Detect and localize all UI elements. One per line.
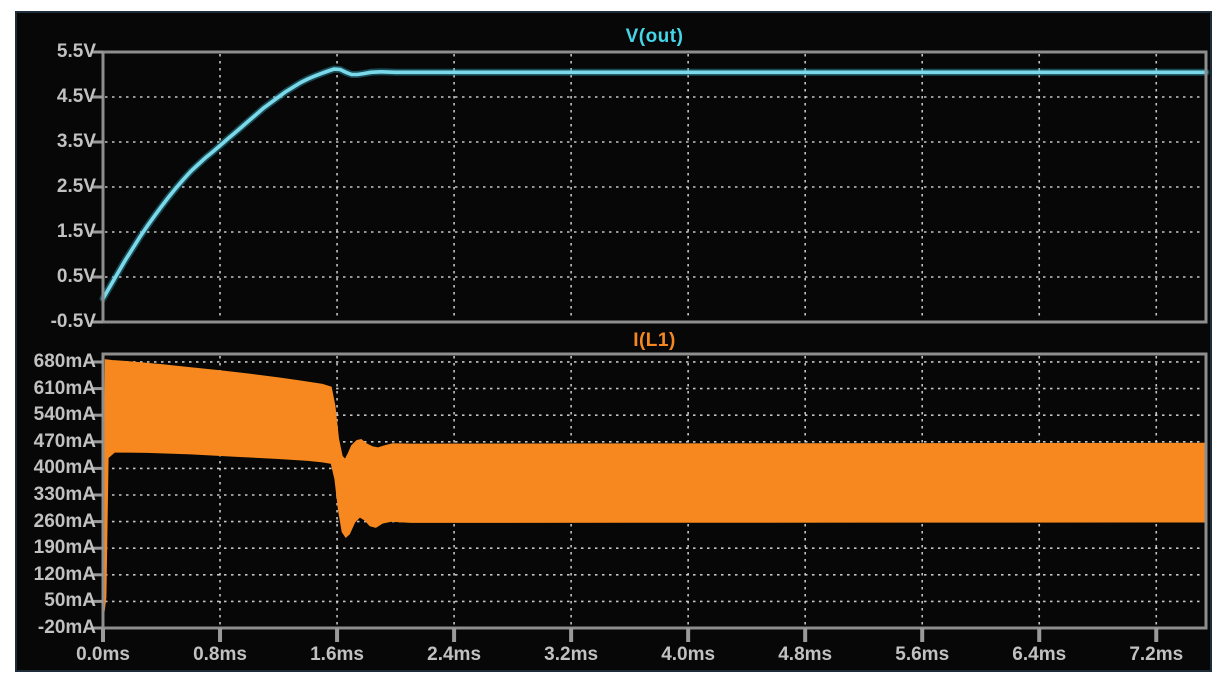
plot-pane-border xyxy=(101,352,1208,630)
y-axis-tick-label: 190mA xyxy=(33,537,96,559)
waveform-viewer-panel xyxy=(15,11,1212,672)
il1-trace-label[interactable]: I(L1) xyxy=(633,330,676,351)
y-axis-tick-label: 540mA xyxy=(33,404,96,426)
x-axis-tick-label: 0.8ms xyxy=(193,644,247,665)
y-axis-tick-label: 260mA xyxy=(33,510,96,532)
x-axis-tick-label: 0.0ms xyxy=(76,644,130,665)
y-axis-tick-label: 120mA xyxy=(33,563,96,585)
vout-plot-pane[interactable] xyxy=(91,50,1210,324)
y-axis-tick-label: 610mA xyxy=(33,377,96,399)
x-axis-tick-label: 4.0ms xyxy=(661,644,716,665)
vout-trace[interactable] xyxy=(101,67,1208,301)
vout-trace-label[interactable]: V(out) xyxy=(625,26,684,47)
x-axis-tick-label: 6.4ms xyxy=(1012,644,1067,665)
y-axis-tick-label: 0.5V xyxy=(56,266,96,287)
il1-plot-pane[interactable] xyxy=(91,352,1208,642)
y-axis-tick-label: -20mA xyxy=(37,617,96,638)
x-axis-tick-label: 3.2ms xyxy=(544,644,599,665)
x-axis-tick-label: 2.4ms xyxy=(427,644,482,665)
y-axis-tick-label: 1.5V xyxy=(56,221,96,242)
y-axis-tick-label: 2.5V xyxy=(56,176,96,197)
y-axis-tick-label: 3.5V xyxy=(56,131,96,152)
y-axis-tick-label: 400mA xyxy=(33,457,96,479)
x-axis-tick-label: 7.2ms xyxy=(1129,644,1184,665)
y-axis-tick-label: 5.5V xyxy=(56,41,96,62)
y-axis-tick-label: 680mA xyxy=(33,350,96,372)
y-axis-tick-label: 330mA xyxy=(33,483,96,505)
y-axis-tick-label: 4.5V xyxy=(56,86,96,107)
x-axis-tick-label: 4.8ms xyxy=(778,644,833,665)
y-axis-tick-label: -0.5V xyxy=(50,311,96,332)
x-axis-tick-label: 5.6ms xyxy=(895,644,950,665)
il1-trace-band[interactable] xyxy=(102,359,1207,621)
y-axis-tick-label: 470mA xyxy=(33,430,96,452)
x-axis-tick-label: 1.6ms xyxy=(310,644,364,665)
y-axis-tick-label: 50mA xyxy=(44,590,96,612)
